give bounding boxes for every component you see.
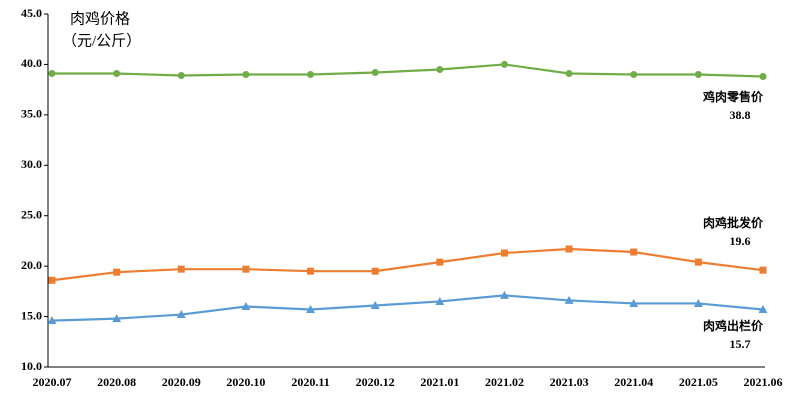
y-tick-label: 20.0 xyxy=(21,258,42,272)
x-tick-label: 2020.09 xyxy=(162,375,201,389)
point xyxy=(565,245,573,253)
point xyxy=(48,70,56,78)
point xyxy=(436,258,444,266)
x-tick-label: 2020.12 xyxy=(356,375,395,389)
y-tick-label: 30.0 xyxy=(21,157,42,171)
x-tick-label: 2021.06 xyxy=(744,375,783,389)
legend-label: 肉鸡出栏价 xyxy=(703,318,764,333)
legend-label: 鸡肉零售价 xyxy=(702,89,764,104)
point xyxy=(307,71,315,79)
y-axis-label: （元/公斤） xyxy=(62,32,141,49)
x-tick-label: 2020.10 xyxy=(226,375,265,389)
point xyxy=(694,258,702,266)
value-label: 15.7 xyxy=(730,337,751,351)
y-tick-label: 10.0 xyxy=(21,359,42,373)
x-tick-label: 2020.11 xyxy=(291,375,329,389)
x-tick-label: 2020.08 xyxy=(97,375,136,389)
x-tick-label: 2021.02 xyxy=(485,375,524,389)
point xyxy=(48,276,56,284)
point xyxy=(435,296,445,305)
point xyxy=(176,310,186,319)
point xyxy=(436,65,444,73)
y-tick-label: 15.0 xyxy=(21,308,42,322)
chart-title: 肉鸡价格 xyxy=(70,10,130,27)
point xyxy=(177,72,185,80)
point xyxy=(370,300,380,309)
point xyxy=(242,265,250,273)
point xyxy=(113,70,121,78)
x-tick-label: 2020.07 xyxy=(33,375,72,389)
point xyxy=(565,70,573,78)
y-tick-label: 40.0 xyxy=(21,56,42,70)
x-tick-label: 2021.01 xyxy=(420,375,459,389)
point xyxy=(564,295,574,304)
point xyxy=(241,301,251,310)
point xyxy=(693,298,703,307)
series-line xyxy=(51,247,764,282)
value-label: 19.6 xyxy=(730,234,751,248)
series-line xyxy=(52,63,764,78)
point xyxy=(307,267,315,275)
series-line xyxy=(51,294,764,322)
point xyxy=(759,73,767,81)
point xyxy=(694,71,702,79)
point xyxy=(758,305,768,314)
y-tick-label: 25.0 xyxy=(21,207,42,221)
point xyxy=(371,267,379,275)
point xyxy=(500,249,508,257)
point xyxy=(371,68,379,76)
x-tick-label: 2021.05 xyxy=(679,375,718,389)
point xyxy=(113,268,121,276)
y-tick-label: 35.0 xyxy=(21,107,42,121)
x-tick-label: 2021.03 xyxy=(550,375,589,389)
point xyxy=(759,266,767,274)
point xyxy=(500,60,508,68)
value-label: 38.8 xyxy=(730,108,751,122)
x-tick-label: 2021.04 xyxy=(614,375,653,389)
y-tick-label: 45.0 xyxy=(21,6,42,20)
point xyxy=(242,71,250,79)
point xyxy=(177,265,185,273)
legend-label: 肉鸡批发价 xyxy=(703,215,764,230)
point xyxy=(112,314,122,323)
point xyxy=(630,248,638,256)
point xyxy=(499,290,509,299)
point xyxy=(306,305,316,314)
point xyxy=(630,71,638,79)
point xyxy=(629,298,639,307)
point xyxy=(47,316,57,325)
